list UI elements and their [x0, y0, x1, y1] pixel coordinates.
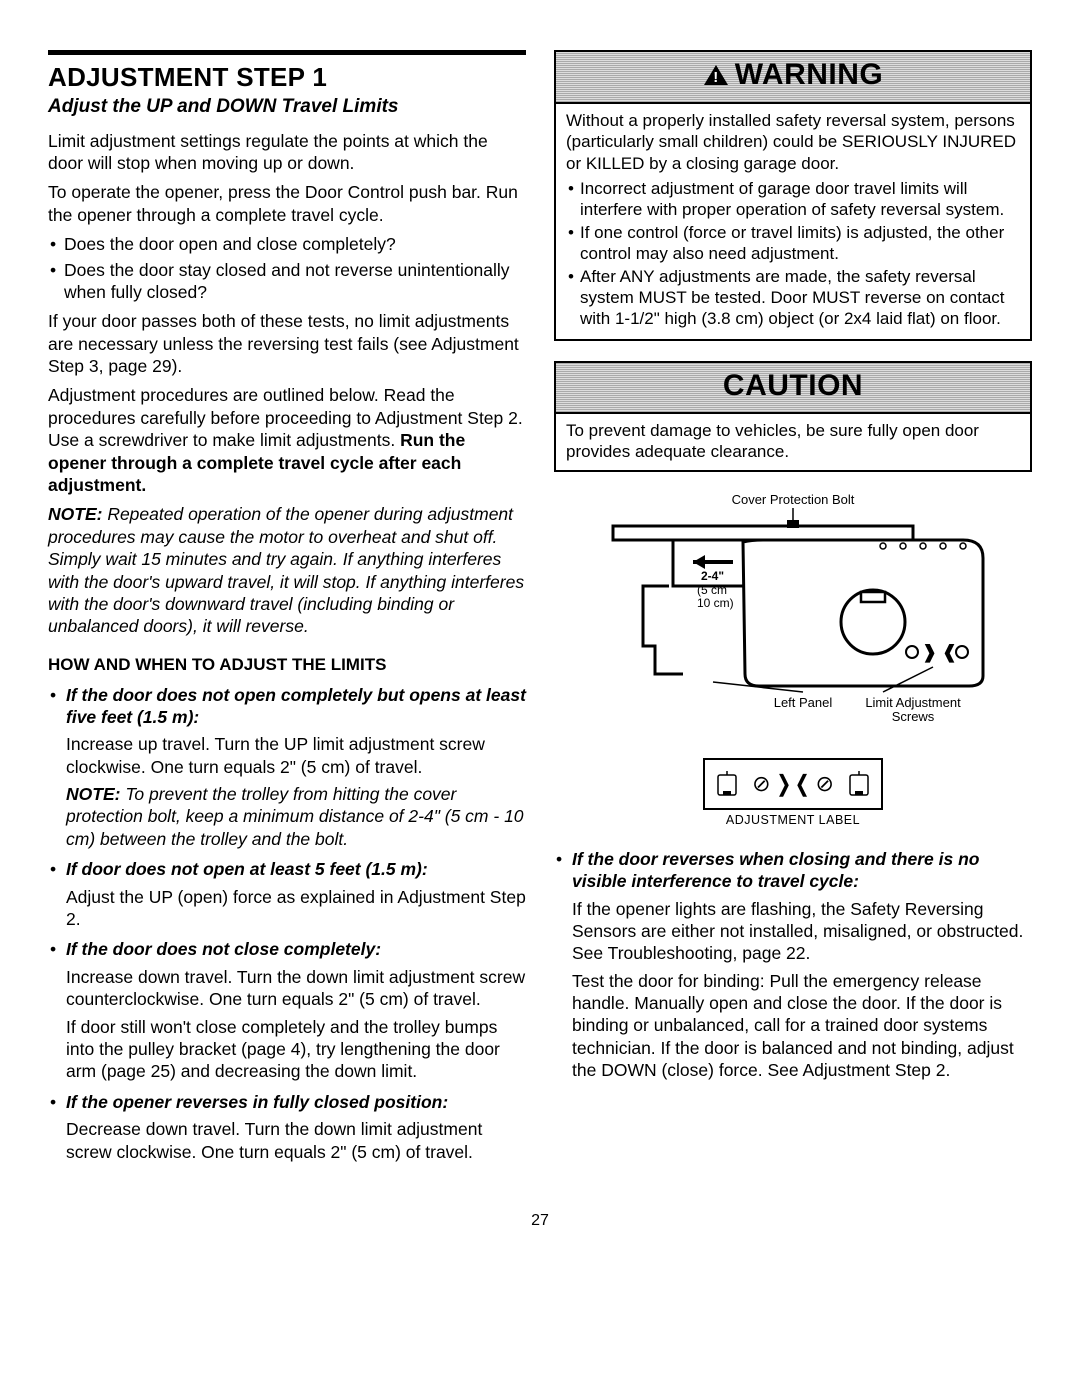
warning-title: WARNING — [735, 58, 884, 91]
para: If the opener lights are flashing, the S… — [572, 898, 1032, 965]
svg-text:!: ! — [713, 69, 719, 86]
limit-list-continued: If the door reverses when closing and th… — [554, 848, 1032, 1082]
para: Decrease down travel. Turn the down limi… — [66, 1118, 526, 1163]
para: If your door passes both of these tests,… — [48, 310, 526, 377]
limit-list: If the door does not open completely but… — [48, 684, 526, 1163]
note-label: NOTE: — [66, 784, 120, 804]
note: NOTE: Repeated operation of the opener d… — [48, 503, 526, 637]
note-body: To prevent the trolley from hitting the … — [66, 784, 524, 849]
list-item: After ANY adjustments are made, the safe… — [566, 266, 1020, 329]
list-item: If the door does not open completely but… — [48, 684, 526, 851]
para: Limit adjustment settings regulate the p… — [48, 130, 526, 175]
svg-text:❰: ❰ — [942, 642, 957, 663]
list-item: Incorrect adjustment of garage door trav… — [566, 178, 1020, 220]
diagram-label: 2-4" — [701, 569, 724, 583]
warning-body: Without a properly installed safety reve… — [556, 104, 1030, 339]
para: Test the door for binding: Pull the emer… — [572, 970, 1032, 1082]
left-column: ADJUSTMENT STEP 1 Adjust the UP and DOWN… — [48, 50, 526, 1171]
item-heading: If the door reverses when closing and th… — [572, 848, 1032, 893]
warning-icon: ! — [703, 58, 729, 96]
item-heading: If the door does not open completely but… — [66, 684, 526, 729]
diagram-label: 10 cm) — [697, 596, 734, 610]
note: NOTE: To prevent the trolley from hittin… — [66, 783, 526, 850]
para: To prevent damage to vehicles, be sure f… — [566, 420, 1020, 462]
check-list: Does the door open and close completely?… — [48, 233, 526, 303]
warning-box: ! WARNING Without a properly installed s… — [554, 50, 1032, 341]
svg-text:❱: ❱ — [922, 642, 937, 663]
step-title: ADJUSTMENT STEP 1 — [48, 61, 526, 94]
para: Increase up travel. Turn the UP limit ad… — [66, 733, 526, 778]
list-item: Does the door open and close completely? — [48, 233, 526, 255]
list-item: If one control (force or travel limits) … — [566, 222, 1020, 264]
list-item: If door does not open at least 5 feet (1… — [48, 858, 526, 930]
adjustment-label-box: ⊘❭❬⊘ — [703, 758, 883, 810]
para: To operate the opener, press the Door Co… — [48, 181, 526, 226]
diagram-label: (5 cm — [697, 583, 727, 597]
list-item: Does the door stay closed and not revers… — [48, 259, 526, 304]
caution-title: CAUTION — [723, 369, 863, 402]
opener-diagram: Cover Protection Bolt 2-4" (5 cm 10 cm) — [554, 492, 1032, 828]
caution-header: CAUTION — [556, 363, 1030, 413]
warning-header: ! WARNING — [556, 52, 1030, 104]
caution-body: To prevent damage to vehicles, be sure f… — [556, 414, 1030, 470]
diagram-label: Limit Adjustment — [865, 695, 961, 710]
diagram-label: Cover Protection Bolt — [732, 492, 855, 507]
para: Without a properly installed safety reve… — [566, 110, 1020, 173]
list-item: If the opener reverses in fully closed p… — [48, 1091, 526, 1163]
step-subtitle: Adjust the UP and DOWN Travel Limits — [48, 95, 526, 119]
diagram-label: Screws — [892, 709, 935, 724]
para: If door still won't close completely and… — [66, 1016, 526, 1083]
note-label: NOTE: — [48, 504, 102, 524]
note-body: Repeated operation of the opener during … — [48, 504, 524, 636]
item-heading: If the opener reverses in fully closed p… — [66, 1091, 526, 1113]
item-heading: If door does not open at least 5 feet (1… — [66, 858, 526, 880]
list-item: If the door reverses when closing and th… — [554, 848, 1032, 1082]
para: Adjustment procedures are outlined below… — [48, 384, 526, 496]
list-item: If the door does not close completely: I… — [48, 938, 526, 1082]
adjustment-label-caption: ADJUSTMENT LABEL — [554, 812, 1032, 828]
item-heading: If the door does not close completely: — [66, 938, 526, 960]
para: Increase down travel. Turn the down limi… — [66, 966, 526, 1011]
page-number: 27 — [48, 1211, 1032, 1231]
right-column: ! WARNING Without a properly installed s… — [554, 50, 1032, 1171]
caution-box: CAUTION To prevent damage to vehicles, b… — [554, 361, 1032, 472]
section-heading: HOW AND WHEN TO ADJUST THE LIMITS — [48, 654, 526, 676]
para: Adjust the UP (open) force as explained … — [66, 886, 526, 931]
diagram-label: Left Panel — [774, 695, 833, 710]
